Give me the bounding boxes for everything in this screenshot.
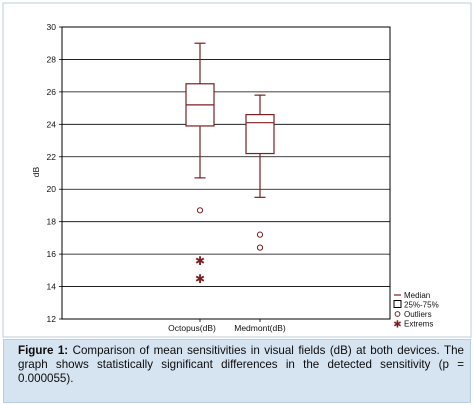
caption-text: Comparison of mean sensitivities in visu… [18,344,464,385]
legend-item-median: Median [394,291,430,300]
caption-label: Figure 1: [18,344,69,357]
y-tick-label: 12 [47,314,57,324]
y-tick-label: 24 [47,119,57,129]
y-axis-ticks: 12 14 16 18 20 22 24 26 28 30 [47,22,62,324]
legend-label: Extrems [404,320,433,329]
legend-item-extrems: ✱ Extrems [393,320,433,331]
outlier-point [256,231,264,238]
y-axis-label: dB [31,166,41,177]
outlier-point [256,244,264,251]
x-tick-label: Octopus(dB) [168,323,216,333]
y-tick-label: 26 [47,87,57,97]
plot-frame [61,26,391,320]
legend-extreme-swatch: ✱ [393,320,401,331]
box-plot-medmont [245,94,275,251]
box-plot-octopus: ✱✱ [185,42,215,286]
y-tick-label: 30 [47,22,57,32]
y-tick-label: 18 [47,217,57,227]
extreme-point: ✱ [195,272,205,286]
y-tick-label: 28 [47,54,57,64]
y-tick-label: 14 [47,282,57,292]
extreme-point: ✱ [195,254,205,268]
box-plots: ✱✱ [185,42,275,286]
iqr-box [245,113,275,155]
outlier-point [196,207,204,214]
legend-item-outliers: Outliers [394,310,432,319]
y-tick-label: 22 [47,152,57,162]
x-tick-label: Medmont(dB) [234,323,286,333]
y-tick-label: 16 [47,249,57,259]
legend-label: 25%-75% [404,301,439,310]
figure-caption: Figure 1: Comparison of mean sensitiviti… [3,339,471,403]
legend-outlier-swatch [394,311,401,317]
legend-label: Outliers [404,310,432,319]
legend-item-25-75-: 25%-75% [393,300,439,310]
y-tick-label: 20 [47,184,57,194]
chart-outer-frame [2,2,472,338]
legend-box-swatch [393,300,402,308]
legend-label: Median [404,291,430,300]
grid-lines [62,59,390,287]
